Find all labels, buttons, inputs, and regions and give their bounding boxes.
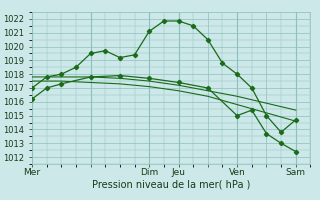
X-axis label: Pression niveau de la mer( hPa ): Pression niveau de la mer( hPa ) (92, 180, 250, 190)
